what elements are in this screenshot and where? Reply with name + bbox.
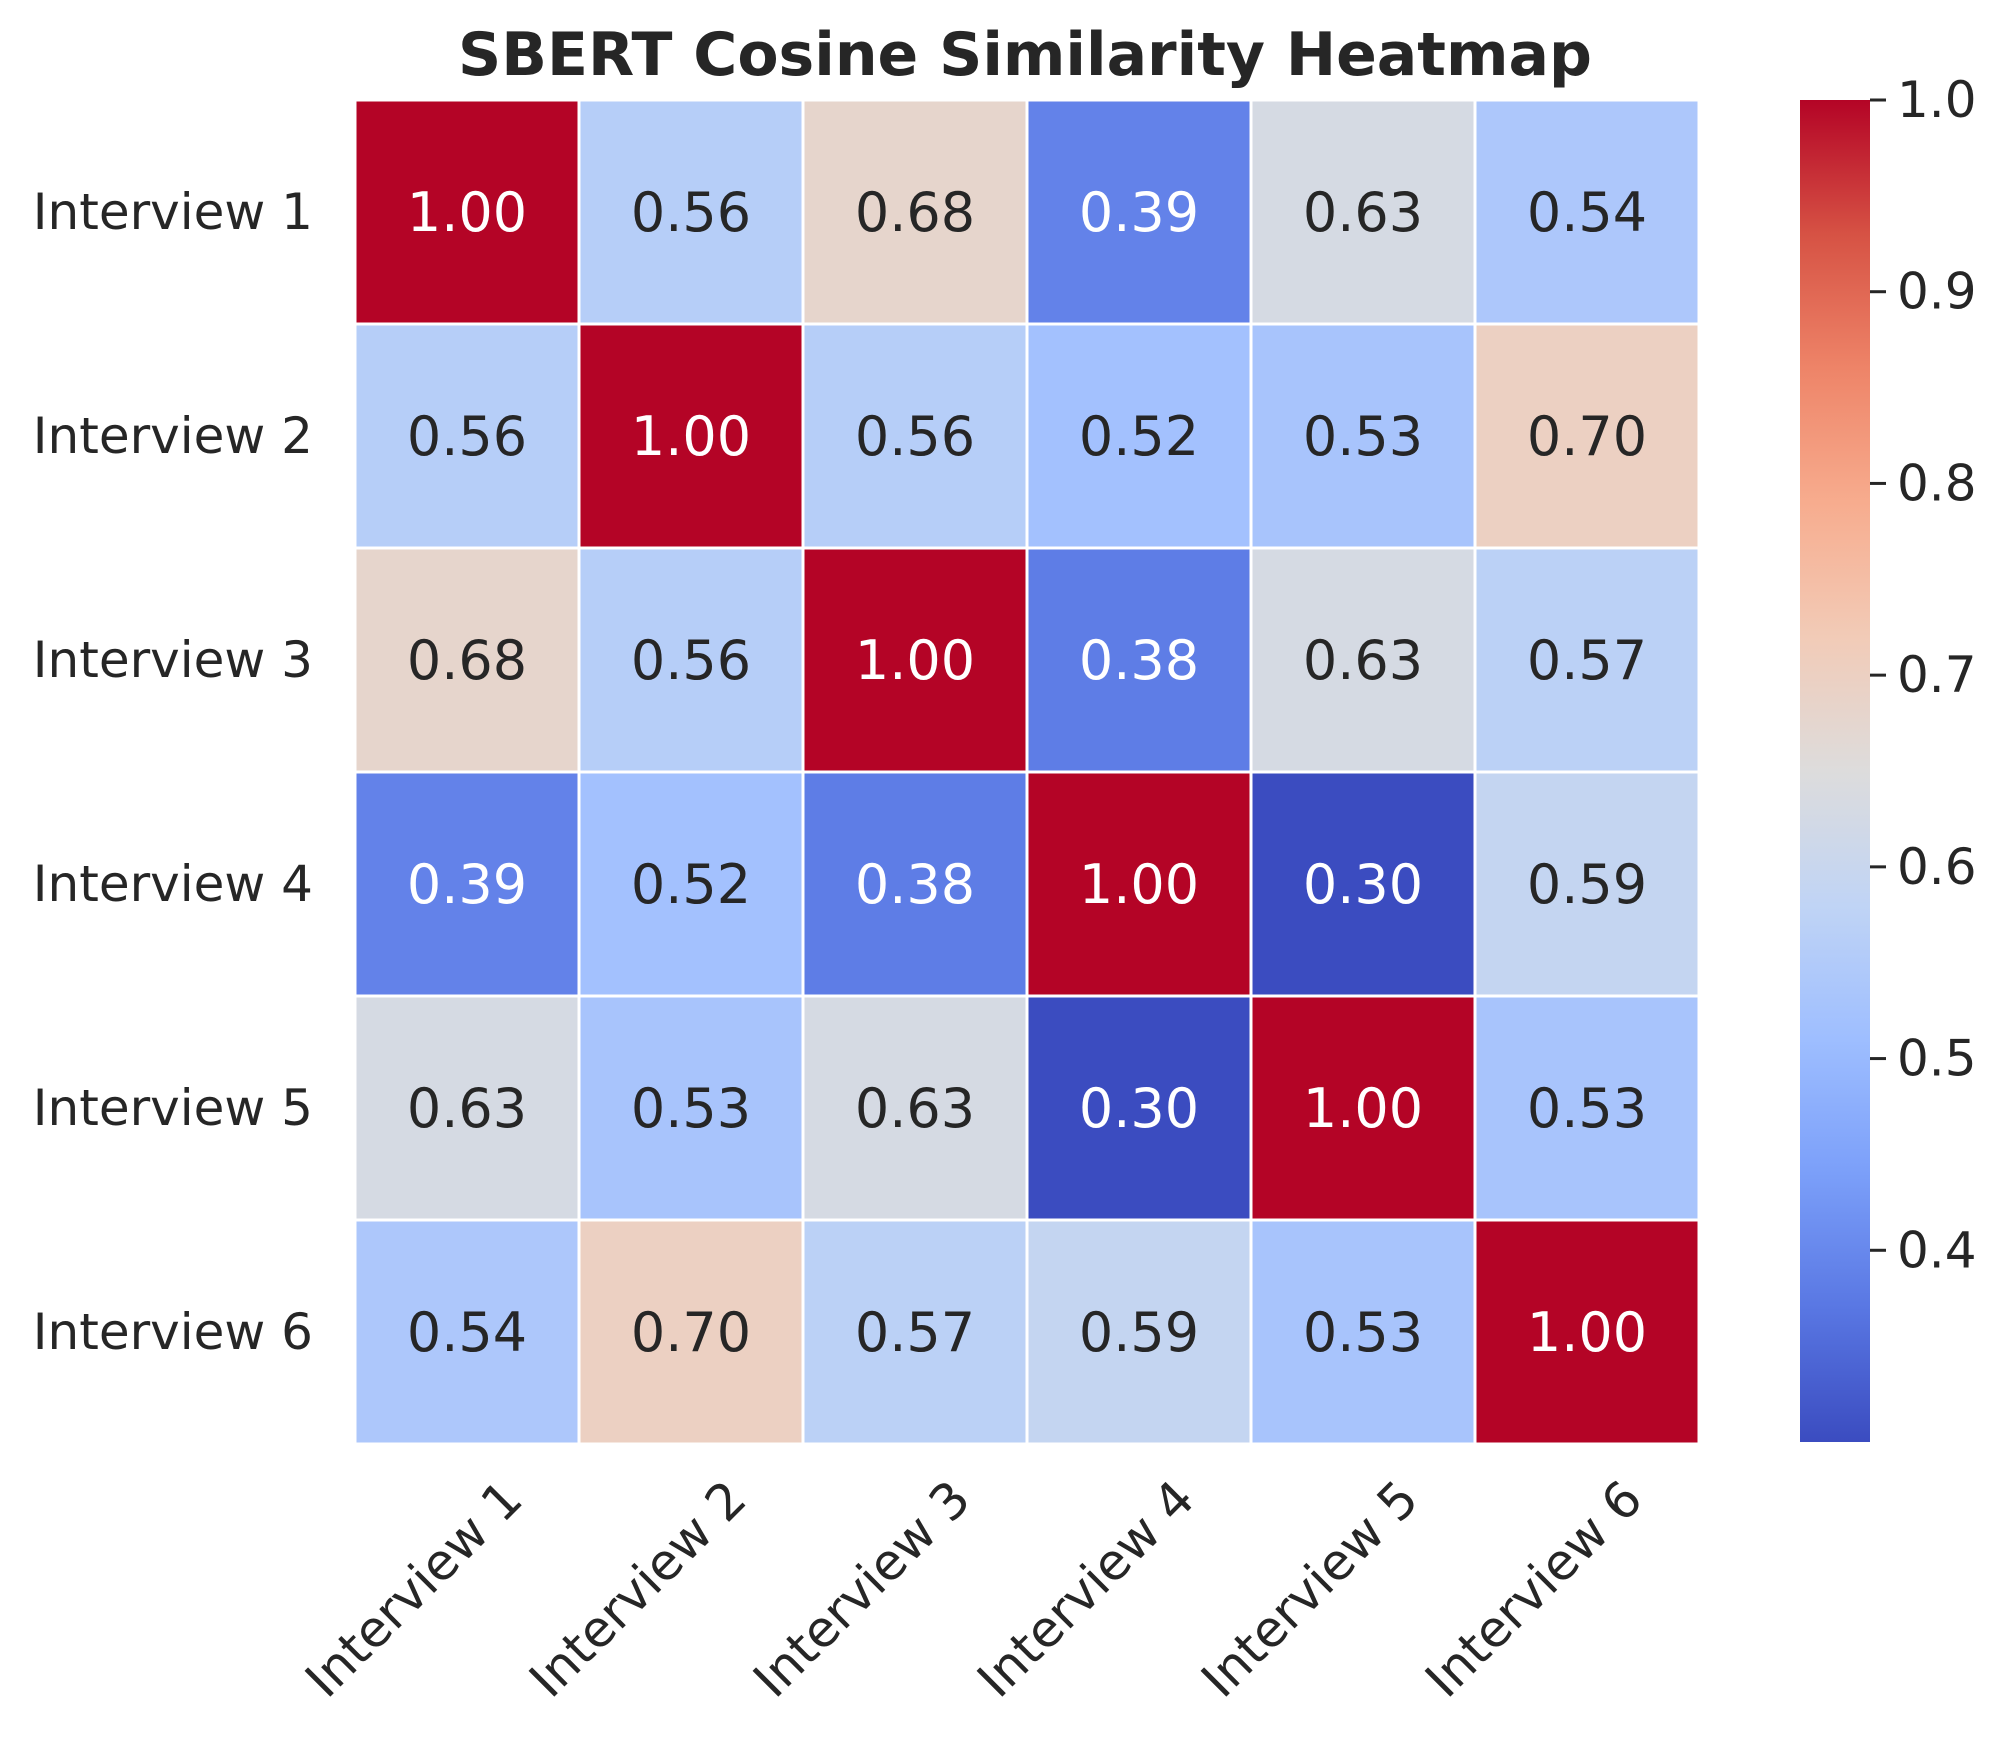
cell-value-label: 0.70 [1527, 405, 1647, 468]
heatmap-cell [1249, 770, 1477, 998]
cell-value-label: 1.00 [1527, 1301, 1647, 1364]
heatmap-cell [1249, 546, 1477, 774]
row-tick-label: Interview 5 [33, 1079, 313, 1137]
column-tick-label: Interview 6 [1414, 1469, 1653, 1708]
cell-value-label: 0.38 [855, 853, 975, 916]
heatmap-cell [1473, 322, 1701, 550]
row-tick-label: Interview 6 [33, 1303, 313, 1361]
heatmap-cell [1473, 546, 1701, 774]
cell-value-label: 0.54 [407, 1301, 527, 1364]
heatmap-cell [1025, 98, 1253, 326]
heatmap-cell [1025, 1218, 1253, 1446]
colorbar-tick-label: 0.9 [1897, 263, 1977, 321]
heatmap-cell [1249, 1218, 1477, 1446]
cell-value-label: 0.68 [855, 181, 975, 244]
colorbar-tick-label: 0.4 [1897, 1221, 1977, 1279]
heatmap-cell [1249, 994, 1477, 1222]
heatmap-cell [801, 770, 1029, 998]
colorbar-tick-label: 0.5 [1897, 1030, 1977, 1088]
column-tick-label: Interview 5 [1190, 1469, 1429, 1708]
heatmap-cell [1473, 98, 1701, 326]
cell-value-label: 1.00 [407, 181, 527, 244]
cell-value-label: 0.53 [631, 1077, 751, 1140]
colorbar-tick-label: 1.0 [1897, 71, 1977, 129]
cell-value-label: 0.38 [1079, 629, 1199, 692]
cell-value-label: 0.59 [1079, 1301, 1199, 1364]
cell-value-label: 0.63 [407, 1077, 527, 1140]
column-tick-label: Interview 2 [518, 1469, 757, 1708]
cell-value-label: 0.39 [407, 853, 527, 916]
chart-title: SBERT Cosine Similarity Heatmap [458, 20, 1592, 90]
colorbar-tick-label: 0.8 [1897, 454, 1977, 512]
cell-value-label: 1.00 [631, 405, 751, 468]
heatmap-cell [577, 322, 805, 550]
heatmap-grid: 1.00 0.56 0.68 0.39 0.63 0.54 0.56 1.00 0.56 0.52… [353, 98, 1701, 1446]
heatmap-cell [1249, 98, 1477, 326]
colorbar-gradient [1800, 100, 1870, 1442]
colorbar-tick-label: 0.7 [1897, 646, 1977, 704]
heatmap-cell [801, 98, 1029, 326]
row-tick-label: Interview 3 [33, 631, 313, 689]
cell-value-label: 0.39 [1079, 181, 1199, 244]
cell-value-label: 0.52 [631, 853, 751, 916]
colorbar-tick-label: 0.6 [1897, 838, 1977, 896]
heatmap-cell [353, 770, 581, 998]
heatmap-cell [1025, 546, 1253, 774]
heatmap-cell [353, 1218, 581, 1446]
heatmap-cell [1473, 1218, 1701, 1446]
colorbar: 0.4 0.5 0.6 0.7 0.8 0.9 1.0 [1800, 71, 1977, 1442]
cell-value-label: 0.68 [407, 629, 527, 692]
heatmap-cell [577, 770, 805, 998]
row-tick-label: Interview 2 [33, 407, 313, 465]
heatmap-cell [353, 98, 581, 326]
heatmap-cell [1025, 994, 1253, 1222]
heatmap-cell [1473, 994, 1701, 1222]
cell-value-label: 0.30 [1079, 1077, 1199, 1140]
cell-value-label: 1.00 [1079, 853, 1199, 916]
cell-value-label: 0.56 [631, 629, 751, 692]
cell-value-label: 0.53 [1303, 1301, 1423, 1364]
cell-value-label: 0.57 [1527, 629, 1647, 692]
column-tick-label: Interview 3 [742, 1469, 981, 1708]
cell-value-label: 0.53 [1527, 1077, 1647, 1140]
cell-value-label: 0.30 [1303, 853, 1423, 916]
cell-value-label: 1.00 [855, 629, 975, 692]
heatmap-cell [801, 994, 1029, 1222]
cell-value-label: 0.56 [407, 405, 527, 468]
cell-value-label: 0.56 [855, 405, 975, 468]
row-tick-label: Interview 4 [33, 855, 313, 913]
heatmap-cell [577, 546, 805, 774]
row-tick-labels: Interview 1 Interview 2 Interview 3 Intervi… [33, 183, 313, 1361]
cell-value-label: 0.59 [1527, 853, 1647, 916]
row-tick-label: Interview 1 [33, 183, 313, 241]
cell-value-label: 0.63 [1303, 629, 1423, 692]
cell-value-label: 0.63 [1303, 181, 1423, 244]
heatmap-cell [577, 98, 805, 326]
cell-value-label: 0.70 [631, 1301, 751, 1364]
cell-value-label: 0.52 [1079, 405, 1199, 468]
cell-value-label: 0.54 [1527, 181, 1647, 244]
cell-value-label: 0.53 [1303, 405, 1423, 468]
cell-value-label: 0.57 [855, 1301, 975, 1364]
cell-value-label: 1.00 [1303, 1077, 1423, 1140]
cell-value-label: 0.63 [855, 1077, 975, 1140]
column-tick-label: Interview 4 [966, 1469, 1205, 1708]
heatmap-cell [353, 546, 581, 774]
heatmap-cell [1025, 770, 1253, 998]
column-tick-label: Interview 1 [294, 1469, 533, 1708]
heatmap-cell [1025, 322, 1253, 550]
heatmap-cell [353, 994, 581, 1222]
heatmap-cell [1473, 770, 1701, 998]
cell-value-label: 0.56 [631, 181, 751, 244]
